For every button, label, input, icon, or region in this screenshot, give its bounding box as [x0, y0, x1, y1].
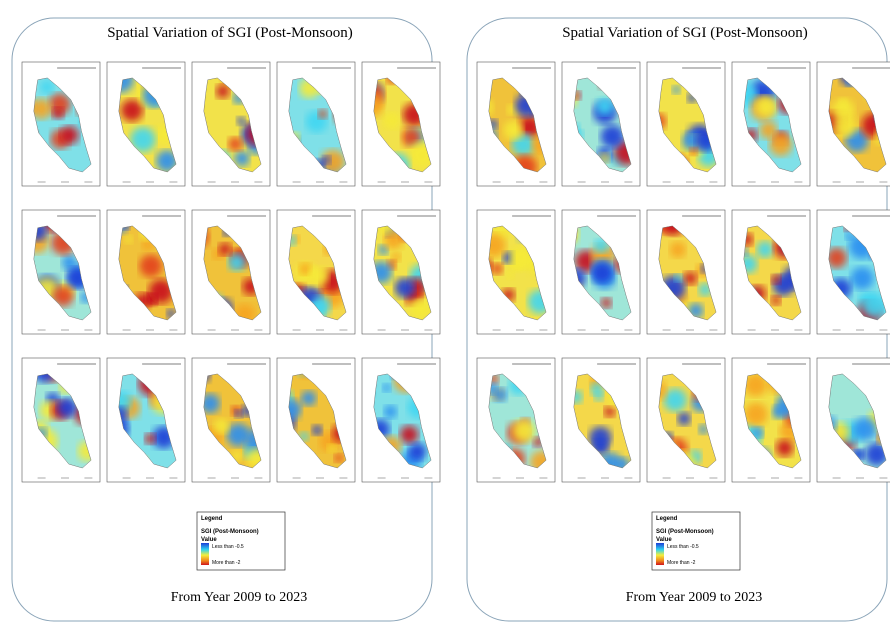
- map-blob: [237, 117, 246, 126]
- map-blob: [214, 418, 229, 433]
- map-blob: [504, 120, 524, 140]
- map-blob: [327, 444, 336, 453]
- legend-heading: Legend: [656, 516, 678, 522]
- map-blob: [601, 298, 612, 309]
- map-blob: [234, 151, 249, 166]
- map-blob: [382, 384, 391, 393]
- map-blob: [400, 425, 418, 443]
- legend-high: Less than -0.5: [212, 544, 244, 550]
- map-blob: [235, 410, 243, 418]
- panel-title: Spatial Variation of SGI (Post-Monsoon): [107, 25, 353, 41]
- map-blob: [228, 253, 246, 271]
- legend-low: More than -2: [667, 560, 696, 566]
- map-blob: [216, 85, 230, 99]
- legend-field: Value: [201, 537, 217, 543]
- map-blob: [589, 427, 611, 449]
- map-blob: [769, 133, 792, 156]
- map-blob: [409, 443, 427, 461]
- legend-layer: SGI (Post-Monsoon): [201, 529, 259, 535]
- map-blob: [771, 296, 781, 306]
- map-blob: [664, 389, 687, 412]
- map-blob: [318, 109, 327, 118]
- map-blob: [592, 262, 613, 283]
- map-blob: [745, 403, 768, 426]
- legend-heading: Legend: [201, 516, 223, 522]
- map-blob: [334, 453, 343, 462]
- map-blob: [40, 80, 53, 93]
- legend-ramp: [201, 543, 209, 565]
- map-blob: [512, 419, 535, 442]
- panel: Spatial Variation of SGI (Post-Monsoon) L…: [467, 18, 890, 621]
- map-blob: [309, 267, 328, 286]
- panel-footer: From Year 2009 to 2023: [626, 590, 763, 605]
- legend-field: Value: [656, 537, 672, 543]
- map-blob: [506, 271, 514, 279]
- map-blob: [672, 86, 680, 94]
- map-blob: [121, 99, 143, 121]
- map-blob: [832, 99, 854, 121]
- map-blob: [384, 405, 397, 418]
- map-blob: [219, 243, 232, 256]
- map-blob: [228, 137, 242, 151]
- map-blob: [678, 412, 691, 425]
- map-blob: [853, 417, 876, 440]
- map-blob: [604, 406, 615, 417]
- map-blob: [776, 439, 793, 456]
- map-blob: [689, 147, 697, 155]
- map-blob: [493, 388, 507, 402]
- panel-footer: From Year 2009 to 2023: [171, 590, 308, 605]
- map-blob: [139, 255, 162, 278]
- map-blob: [670, 242, 686, 258]
- map-blob: [312, 425, 322, 435]
- map-blob: [383, 112, 400, 129]
- map-blob: [395, 278, 415, 298]
- panel-title: Spatial Variation of SGI (Post-Monsoon): [562, 25, 808, 41]
- legend-layer: SGI (Post-Monsoon): [656, 529, 714, 535]
- legend-high: Less than -0.5: [667, 544, 699, 550]
- map-blob: [757, 241, 774, 258]
- map-blob: [124, 235, 133, 244]
- panel: Spatial Variation of SGI (Post-Monsoon) L…: [12, 18, 440, 621]
- map-blob: [684, 272, 697, 285]
- legend-low: More than -2: [212, 560, 241, 566]
- map-blob: [301, 391, 316, 406]
- map-blob: [52, 108, 63, 119]
- map-blob: [299, 263, 311, 275]
- map-blob: [771, 275, 780, 284]
- map-blob: [491, 263, 503, 275]
- figure: Spatial Variation of SGI (Post-Monsoon) L…: [0, 0, 890, 624]
- map-blob: [756, 96, 777, 117]
- map-blob: [60, 126, 78, 144]
- map-blob: [601, 125, 624, 148]
- map-blob: [851, 267, 874, 290]
- legend-ramp: [656, 543, 664, 565]
- map-blob: [145, 433, 156, 444]
- map-blob: [674, 274, 682, 282]
